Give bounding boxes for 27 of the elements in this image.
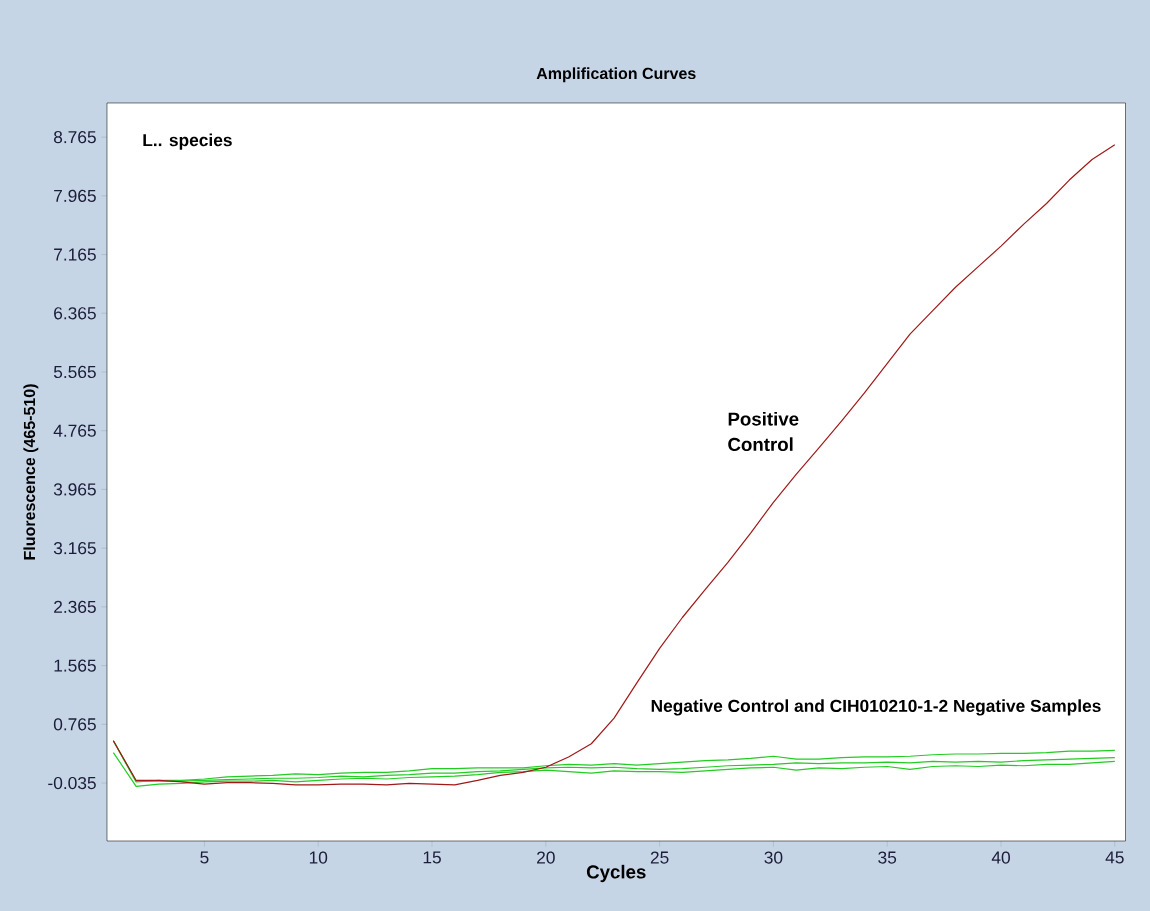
- y-tick-label: 8.765: [53, 130, 96, 144]
- x-tick-label: 45: [1105, 851, 1124, 864]
- x-tick-label: 25: [650, 851, 669, 864]
- x-axis-title: Cycles: [586, 864, 646, 883]
- y-tick-label: 7.965: [54, 189, 96, 202]
- x-tick-label: 20: [537, 851, 555, 864]
- y-tick-label: 7.165: [54, 248, 96, 261]
- y-tick-label: 4.765: [53, 424, 96, 437]
- y-tick-label: 3.965: [53, 483, 96, 496]
- x-tick-label: 10: [309, 851, 328, 864]
- x-tick-label: 15: [423, 851, 441, 864]
- y-tick-label: 5.565: [53, 365, 96, 379]
- series-label: Positive Control: [728, 411, 799, 452]
- x-tick-label: 40: [991, 851, 1010, 864]
- annotation: L.. species: [143, 133, 232, 150]
- x-tick-label: 35: [878, 851, 897, 864]
- y-tick-label: 2.365: [54, 600, 96, 613]
- x-tick-label: 30: [764, 851, 783, 864]
- chart-title: Amplification Curves: [536, 67, 696, 83]
- x-tick-label: 5: [200, 851, 209, 864]
- y-tick-label: 1.565: [54, 659, 96, 672]
- annotation: Negative Control and CIH010210-1-2 Negative Samples: [651, 699, 1101, 716]
- y-tick-label: 3.165: [53, 542, 96, 555]
- y-tick-label: 0.765: [53, 718, 96, 731]
- y-tick-label: -0.035: [48, 776, 96, 790]
- y-axis-title: Fluorescence (465-510): [23, 384, 39, 560]
- y-tick-label: 6.365: [54, 307, 96, 320]
